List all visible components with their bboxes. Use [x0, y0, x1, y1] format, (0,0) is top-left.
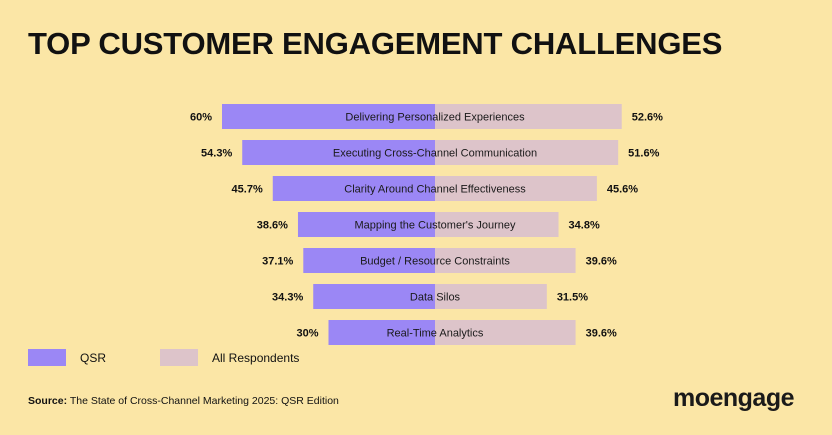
- legend-label-all: All Respondents: [212, 350, 300, 365]
- source-prefix: Source:: [28, 395, 68, 407]
- category-label: Delivering Personalized Experiences: [345, 112, 525, 124]
- bar-qsr: [303, 248, 435, 273]
- bar-all-respondents: [435, 284, 547, 309]
- bar-qsr: [313, 284, 435, 309]
- category-label: Clarity Around Channel Effectiveness: [344, 184, 526, 196]
- source-note: Source: The State of Cross-Channel Marke…: [28, 395, 339, 407]
- data-label-qsr: 45.7%: [232, 184, 263, 196]
- category-label: Executing Cross-Channel Communication: [333, 148, 537, 160]
- data-label-all-respondents: 45.6%: [607, 184, 638, 196]
- data-label-qsr: 54.3%: [201, 148, 232, 160]
- bar-all-respondents: [435, 320, 576, 345]
- category-label: Budget / Resource Constraints: [360, 256, 510, 268]
- legend-swatch-all: [160, 349, 199, 366]
- bar-all-respondents: [435, 140, 619, 165]
- source-text: The State of Cross-Channel Marketing 202…: [67, 395, 339, 407]
- data-label-qsr: 30%: [296, 328, 318, 340]
- moengage-logo: moengage: [672, 384, 795, 412]
- bar-all-respondents: [435, 248, 576, 273]
- category-label: Mapping the Customer's Journey: [354, 220, 516, 232]
- bar-qsr: [222, 104, 435, 129]
- data-label-all-respondents: 39.6%: [586, 256, 617, 268]
- bar-all-respondents: [435, 212, 559, 237]
- legend-swatch-qsr: [28, 349, 66, 366]
- bar-qsr: [242, 140, 435, 165]
- data-label-qsr: 34.3%: [272, 292, 303, 304]
- data-label-qsr: 38.6%: [257, 220, 288, 232]
- bar-all-respondents: [435, 176, 597, 201]
- data-label-qsr: 60%: [190, 112, 212, 124]
- bar-qsr: [297, 212, 435, 237]
- data-label-all-respondents: 34.8%: [569, 220, 600, 232]
- data-label-qsr: 37.1%: [262, 256, 293, 268]
- category-label: Real-Time Analytics: [387, 328, 484, 340]
- legend-item-all: All Respondents: [160, 349, 299, 366]
- bar-qsr: [272, 176, 435, 201]
- legend-label-qsr: QSR: [80, 350, 107, 365]
- data-label-all-respondents: 52.6%: [632, 112, 663, 124]
- category-label: Data Silos: [410, 292, 461, 304]
- bar-qsr: [328, 320, 435, 345]
- chart-title: TOP CUSTOMER ENGAGEMENT CHALLENGES: [28, 26, 723, 61]
- data-label-all-respondents: 31.5%: [557, 292, 588, 304]
- data-label-all-respondents: 51.6%: [628, 148, 659, 160]
- legend-item-qsr: QSR: [28, 349, 106, 366]
- legend: QSR All Respondents: [28, 349, 321, 366]
- data-label-all-respondents: 39.6%: [586, 328, 617, 340]
- bar-all-respondents: [435, 104, 622, 129]
